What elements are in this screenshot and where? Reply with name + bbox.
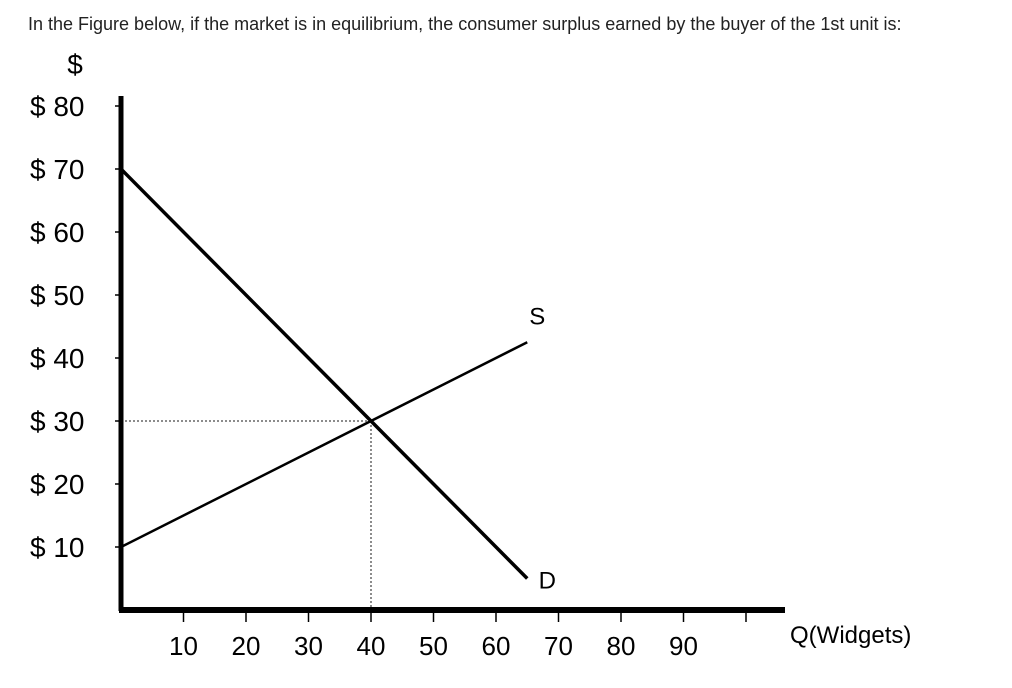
y-tick-label: $ 80 — [30, 91, 85, 122]
y-tick-label: $ 70 — [30, 154, 85, 185]
x-tick-label: 40 — [357, 631, 386, 661]
series-line-d — [119, 167, 529, 580]
y-tick-label: $ 50 — [30, 280, 85, 311]
series-label-s: S — [529, 303, 545, 330]
y-tick-label: $ 20 — [30, 469, 85, 500]
y-tick-label: $ 40 — [30, 343, 85, 374]
equilibrium-guides — [125, 420, 372, 607]
y-tick-label: $ 10 — [30, 532, 85, 563]
x-axis-ticks: 10 20 30 40 50 60 70 80 90 — [169, 613, 747, 661]
x-tick-label: 90 — [669, 631, 698, 661]
y-axis-ticks: $ 10 $ 20 $ 30 $ 40 $ 50 $ 60 $ 70 $ 80 — [30, 91, 121, 563]
series-lines: DS — [119, 167, 556, 595]
series-label-d: D — [539, 568, 556, 595]
x-tick-label: 20 — [232, 631, 261, 661]
y-tick-label: $ 60 — [30, 217, 85, 248]
series-line-s — [120, 341, 528, 549]
x-tick-label: 30 — [294, 631, 323, 661]
x-tick-label: 70 — [544, 631, 573, 661]
axes — [118, 96, 785, 613]
y-tick-label: $ 30 — [30, 406, 85, 437]
question-text: In the Figure below, if the market is in… — [28, 14, 902, 34]
x-axis-label: Q(Widgets) — [790, 622, 911, 649]
x-tick-label: 60 — [482, 631, 511, 661]
x-tick-label: 50 — [419, 631, 448, 661]
x-tick-label: 80 — [607, 631, 636, 661]
x-tick-label: 10 — [169, 631, 198, 661]
y-axis-label: $ — [67, 49, 83, 80]
